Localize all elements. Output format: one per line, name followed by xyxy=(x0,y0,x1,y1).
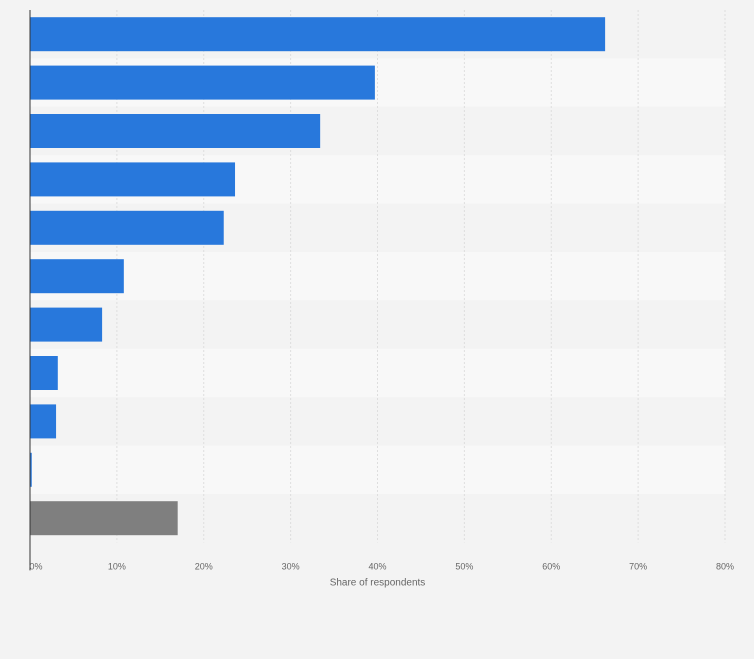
bar[interactable] xyxy=(30,259,124,294)
x-tick-label: 80% xyxy=(716,561,734,571)
bars xyxy=(30,17,606,536)
bar[interactable] xyxy=(30,356,58,390)
x-tick-label: 20% xyxy=(195,561,213,571)
bar[interactable] xyxy=(30,65,375,100)
bar[interactable] xyxy=(30,307,103,342)
row-band xyxy=(30,252,725,301)
bar[interactable] xyxy=(30,210,224,245)
bar[interactable] xyxy=(30,114,321,148)
row-band xyxy=(30,445,725,494)
bar[interactable] xyxy=(30,452,32,487)
x-tick-label: 40% xyxy=(368,561,386,571)
x-axis-ticks: 0% 10% 20% 30% 40% 50% 60% 70% 80% xyxy=(29,561,734,571)
bar[interactable] xyxy=(30,17,606,52)
row-band xyxy=(30,300,725,349)
bar[interactable] xyxy=(30,404,57,439)
x-tick-label: 60% xyxy=(542,561,560,571)
bar[interactable] xyxy=(30,501,178,536)
row-band xyxy=(30,397,725,446)
x-axis-title: Share of respondents xyxy=(330,577,426,588)
x-tick-label: 50% xyxy=(455,561,473,571)
x-tick-label: 0% xyxy=(29,561,42,571)
row-band xyxy=(30,348,725,398)
bar[interactable] xyxy=(30,162,236,197)
x-tick-label: 30% xyxy=(282,561,300,571)
x-tick-label: 70% xyxy=(629,561,647,571)
x-tick-label: 10% xyxy=(108,561,126,571)
